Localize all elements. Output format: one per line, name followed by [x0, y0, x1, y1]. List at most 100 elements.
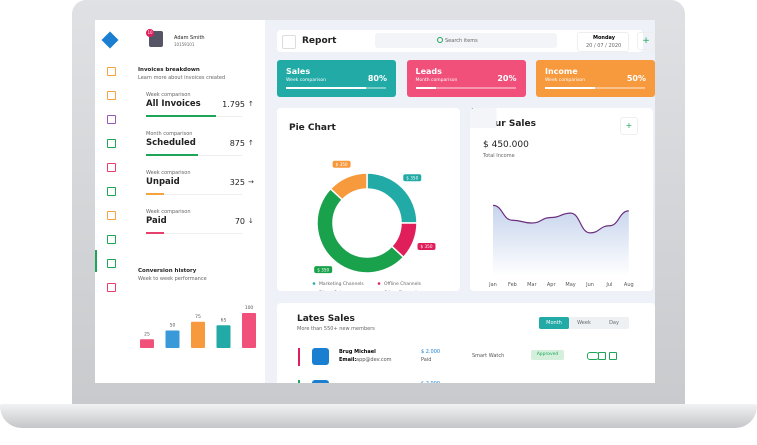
sidebar — [95, 20, 128, 383]
tab[interactable]: Month — [539, 317, 569, 329]
nav-icon[interactable] — [107, 139, 116, 148]
bar — [242, 313, 256, 348]
nav-icon[interactable] — [107, 259, 116, 268]
tooltip — [470, 108, 497, 128]
item-value: 70 — [234, 217, 245, 226]
pie-card: Pie Chart $ 350 Marketing Channels $ 350 Of… — [277, 108, 460, 291]
nav-icon[interactable] — [107, 235, 116, 244]
card-title: Pie Chart — [289, 123, 336, 133]
card-period: Month comparison — [415, 78, 458, 83]
badge-bg — [332, 160, 351, 168]
card-value: 50% — [626, 74, 646, 83]
logo — [101, 31, 119, 49]
x-tick-label: Mar — [527, 282, 537, 288]
bar-label: 100 — [245, 305, 254, 311]
row-avatar — [312, 348, 329, 365]
row-avatar — [312, 380, 329, 383]
donut-segment — [329, 172, 368, 201]
row-amount: $ 2.000 — [421, 381, 440, 383]
row-status: Paid — [421, 357, 432, 363]
section-subtitle: Week to week performance — [138, 276, 207, 282]
item-value: 325 — [229, 178, 245, 187]
row-marker — [298, 348, 300, 366]
date-picker[interactable]: Monday 20 / 07 / 2020 — [577, 32, 629, 52]
x-tick-label: Aug — [624, 282, 634, 288]
line-chart: Jan Feb Mar Apr May Jun Jul Aug AprilYour best a… — [470, 108, 634, 288]
search-icon — [437, 37, 443, 43]
tab[interactable]: Week — [577, 320, 591, 326]
nav-icon[interactable] — [107, 211, 116, 220]
add-button[interactable]: + — [637, 32, 655, 50]
card-period: Week comparison — [545, 78, 586, 83]
add-button[interactable]: + — [620, 117, 638, 135]
nav-icon[interactable] — [107, 283, 116, 292]
action-icon[interactable] — [598, 352, 606, 360]
donut-segment — [316, 187, 405, 274]
nav-icon[interactable] — [107, 187, 116, 196]
nav-icon[interactable] — [107, 67, 116, 76]
bar-label: 50 — [170, 323, 176, 329]
row-email-label: Email: — [339, 357, 357, 363]
bar — [191, 321, 205, 348]
progress-track — [415, 87, 516, 89]
item-bar — [146, 193, 164, 195]
nav-icon[interactable] — [107, 163, 116, 172]
bar-label: 75 — [195, 314, 201, 320]
legend-dot — [312, 282, 316, 285]
nav-icon[interactable] — [107, 115, 116, 124]
amount: $ 450.000 — [483, 140, 529, 150]
item-bar — [146, 232, 164, 234]
stat-card: Leads Month comparison 20% — [406, 60, 526, 97]
progress-bar — [415, 87, 436, 89]
bar — [165, 330, 180, 348]
item-label: Paid — [146, 216, 167, 226]
laptop-base — [0, 404, 757, 428]
badge-label: $ 350 — [336, 162, 348, 167]
tab[interactable]: Day — [609, 320, 619, 326]
page-title: Report — [302, 36, 337, 46]
section-subtitle: Learn more about invoices created — [138, 75, 226, 81]
legend-label: Marketing Channels — [319, 281, 364, 287]
item-value: 875 — [229, 139, 245, 148]
card-title: Your Sales — [483, 119, 536, 129]
nav-icon[interactable] — [107, 91, 116, 100]
card-value: 80% — [367, 74, 387, 83]
action-icon[interactable] — [609, 352, 617, 360]
item-label: All Invoices — [146, 99, 201, 109]
bar-label: 25 — [144, 331, 150, 337]
item-period: Month comparison — [146, 131, 193, 137]
bar-label: 65 — [221, 317, 227, 323]
item-bar — [146, 115, 216, 117]
date: 20 / 07 / 2020 — [586, 43, 622, 49]
badge: 10 — [146, 29, 154, 37]
progress-track — [545, 87, 645, 89]
card-subtitle: More than 550+ new members — [297, 326, 375, 332]
search-placeholder: Search items — [445, 38, 478, 44]
item-label: Unpaid — [146, 177, 180, 187]
search-box[interactable]: Search items — [375, 33, 557, 48]
area — [493, 205, 629, 276]
legend-label: Direct Sales — [319, 290, 347, 291]
x-tick-label: Apr — [547, 282, 557, 288]
item-trend: ↑ — [248, 139, 254, 147]
item-label: Scheduled — [146, 138, 196, 148]
row-email: app@dev.com — [356, 357, 392, 363]
legend-dot — [377, 282, 381, 285]
badge-bg — [403, 174, 422, 182]
item-track — [146, 194, 242, 195]
left-panel: 10 Adam Smith 10159101 Invoices breakdow… — [127, 20, 265, 383]
bar — [140, 339, 154, 348]
x-tick-label: Jun — [585, 282, 594, 288]
x-tick-label: Jan — [488, 282, 497, 288]
row-name: Brug Michael — [339, 349, 376, 355]
user-name: Adam Smith — [174, 35, 205, 41]
legend-label: Other Channels — [384, 290, 420, 291]
item-period: Week comparison — [146, 170, 191, 176]
topbar: Report Search items Monday 20 / 07 / 2020… — [277, 30, 655, 52]
progress-bar — [545, 87, 595, 89]
menu-button[interactable] — [282, 35, 296, 49]
tabs: Month Week Day — [539, 317, 629, 329]
x-tick-label: Jul — [605, 282, 612, 288]
section-title: Conversion history — [138, 268, 197, 274]
